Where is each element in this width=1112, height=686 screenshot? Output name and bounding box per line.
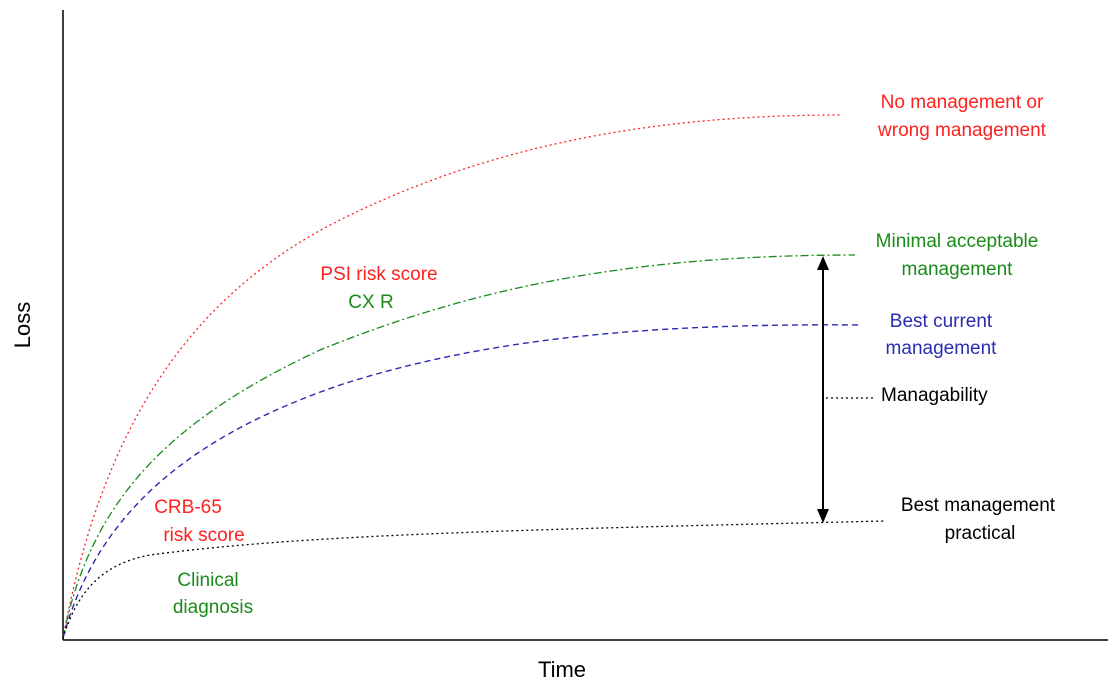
curve-minimal-acceptable — [62, 254, 856, 639]
label-minimal-acceptable-2: management — [902, 259, 1014, 280]
label-best-practical-2: practical — [945, 523, 1016, 544]
label-best-practical-1: Best management — [901, 495, 1056, 516]
label-crb65-1: CRB-65 — [154, 497, 222, 518]
label-clinical-1: Clinical — [177, 570, 238, 591]
label-best-current-2: management — [886, 338, 998, 359]
curve-best-current — [62, 324, 863, 639]
label-no-management-1: No management or — [881, 92, 1044, 113]
label-clinical-2: diagnosis — [173, 597, 253, 618]
x-axis-label: Time — [538, 657, 586, 682]
label-cxr: CX R — [348, 292, 393, 313]
label-psi-risk-score: PSI risk score — [320, 264, 437, 285]
y-axis-label: Loss — [10, 302, 35, 348]
label-minimal-acceptable-1: Minimal acceptable — [876, 231, 1039, 252]
managability-arrowhead-bottom — [817, 509, 829, 523]
label-best-current-1: Best current — [890, 311, 993, 332]
label-managability: Managability — [881, 385, 988, 406]
curve-no-management — [62, 114, 841, 639]
label-crb65-2: risk score — [163, 525, 244, 546]
label-no-management-2: wrong management — [877, 120, 1047, 141]
managability-arrowhead-top — [817, 256, 829, 270]
